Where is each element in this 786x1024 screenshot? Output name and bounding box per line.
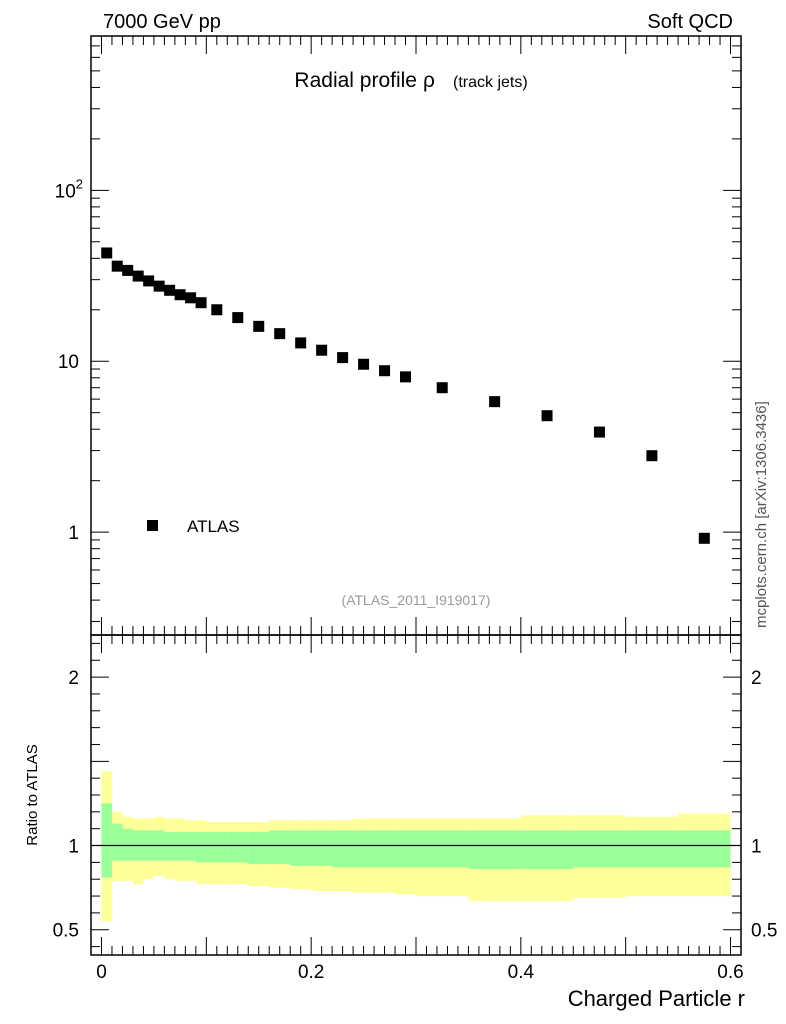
- band-segment: [468, 830, 521, 870]
- ratio-y-tick-label-left: 0.5: [53, 921, 79, 942]
- data-point: [400, 371, 412, 383]
- band-segment: [206, 832, 228, 863]
- band-segment: [185, 832, 196, 861]
- ratio-y-tick-label-right: 1: [751, 837, 762, 858]
- data-point: [379, 365, 391, 377]
- y-tick-label: 102: [55, 176, 83, 202]
- x-tick-label: 0: [96, 962, 107, 983]
- band-segment: [678, 830, 731, 868]
- band-segment: [174, 832, 186, 861]
- x-tick-label: 0.4: [508, 962, 535, 983]
- band-segment: [332, 830, 354, 868]
- x-tick-label: 0.2: [298, 962, 324, 983]
- data-point: [295, 337, 307, 349]
- ratio-panel: 0.5 0.5 1 1 2 2 0 0.2 0.4 0.6 Ratio to ATLAS Char…: [24, 634, 777, 1011]
- band-segment: [111, 823, 123, 861]
- ratio-frame: [90, 634, 742, 956]
- chart-title-symbol: ρ: [423, 69, 435, 92]
- header-right: Soft QCD: [647, 11, 733, 33]
- data-point: [195, 297, 207, 309]
- band-segment: [311, 830, 333, 866]
- band-segment: [353, 830, 375, 868]
- band-segment: [625, 830, 679, 868]
- band-segment: [395, 830, 416, 868]
- x-axis-label: Charged Particle r: [568, 986, 745, 1011]
- data-points: [101, 247, 710, 544]
- analysis-annotation: (ATLAS_2011_I919017): [342, 592, 491, 608]
- ratio-y-tick-label-left: 1: [68, 837, 79, 858]
- ratio-y-tick-label-right: 2: [751, 668, 762, 689]
- chart-title-sub: (track jets): [453, 74, 528, 91]
- uncertainty-bands: [101, 771, 731, 922]
- header-left: 7000 GeV pp: [103, 11, 221, 33]
- band-segment: [269, 830, 291, 865]
- band-segment: [122, 828, 133, 861]
- band-segment: [195, 832, 207, 863]
- band-segment: [416, 830, 469, 868]
- main-frame: [90, 35, 742, 636]
- chart-title: Radial profile: [294, 69, 417, 92]
- data-point: [316, 344, 328, 356]
- ratio-y-tick-label-left: 2: [68, 668, 79, 689]
- data-point: [436, 382, 448, 394]
- data-point: [489, 396, 501, 408]
- x-tick-label: 0.6: [717, 962, 743, 983]
- data-point: [143, 275, 155, 287]
- band-segment: [573, 830, 626, 868]
- data-point: [358, 358, 370, 370]
- data-point: [698, 532, 710, 544]
- data-point: [232, 312, 244, 324]
- data-point: [174, 289, 186, 301]
- band-segment: [164, 832, 175, 861]
- data-point: [111, 260, 123, 272]
- data-point: [337, 352, 349, 364]
- band-segment: [248, 832, 270, 865]
- data-point: [164, 284, 176, 296]
- data-point: [101, 247, 113, 259]
- y-tick-label: 10: [58, 352, 79, 373]
- ratio-y-tick-label-right: 0.5: [751, 921, 777, 942]
- data-point: [646, 450, 658, 462]
- data-point: [132, 270, 144, 282]
- band-segment: [520, 830, 574, 870]
- data-point: [253, 320, 265, 332]
- band-segment: [227, 832, 249, 863]
- legend-label: ATLAS: [187, 517, 240, 536]
- data-point: [185, 292, 197, 304]
- band-segment: [374, 830, 396, 868]
- legend-marker: [147, 520, 158, 531]
- band-segment: [290, 830, 312, 866]
- data-point: [153, 280, 165, 292]
- data-point: [541, 410, 553, 422]
- side-label: mcplots.cern.ch [arXiv:1306.3436]: [753, 401, 770, 628]
- data-point: [274, 328, 286, 340]
- data-point: [122, 264, 134, 276]
- main-panel: 1 10 102 Radial profile ρ (track jets) ATL…: [55, 35, 742, 636]
- band-segment: [101, 803, 112, 878]
- data-point: [593, 426, 605, 438]
- data-point: [211, 304, 223, 316]
- ratio-ylabel: Ratio to ATLAS: [24, 744, 41, 845]
- y-tick-label: 1: [68, 523, 79, 544]
